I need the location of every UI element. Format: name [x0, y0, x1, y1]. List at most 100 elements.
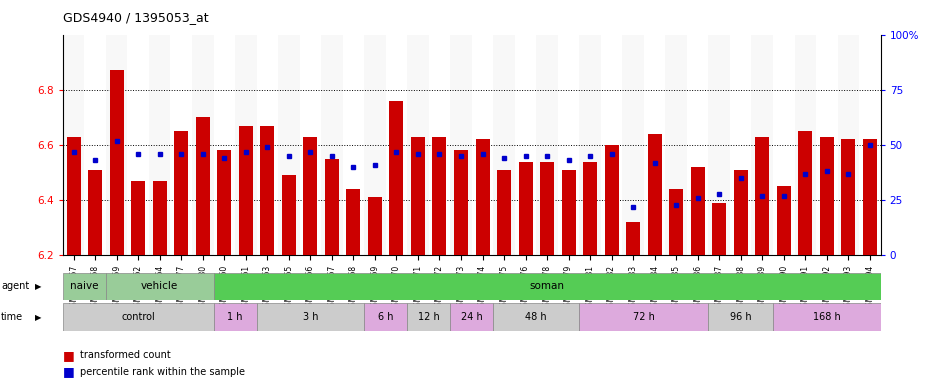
Text: ▶: ▶ [35, 282, 42, 291]
Text: 12 h: 12 h [418, 312, 439, 322]
Bar [196, 118, 210, 255]
Bar [623, 35, 644, 255]
Bar [709, 35, 730, 255]
Bar [428, 35, 450, 255]
Bar [282, 175, 296, 255]
Bar [493, 303, 579, 331]
Bar [235, 35, 256, 255]
Bar [88, 170, 102, 255]
Text: agent: agent [1, 281, 30, 291]
Bar [217, 151, 231, 255]
Bar [174, 131, 189, 255]
Bar [536, 35, 558, 255]
Bar [214, 303, 256, 331]
Text: naive: naive [70, 281, 99, 291]
Bar [63, 273, 106, 300]
Bar [816, 35, 837, 255]
Bar [605, 145, 619, 255]
Bar [837, 35, 859, 255]
Bar [342, 35, 364, 255]
Bar [106, 273, 214, 300]
Bar [648, 134, 661, 255]
Bar [153, 181, 166, 255]
Bar [300, 35, 321, 255]
Bar [730, 35, 751, 255]
Text: 24 h: 24 h [461, 312, 483, 322]
Bar [63, 303, 214, 331]
Bar [579, 35, 601, 255]
Text: ▶: ▶ [35, 313, 42, 322]
Bar [842, 139, 856, 255]
Text: ■: ■ [63, 365, 75, 378]
Bar [110, 70, 124, 255]
Bar [364, 303, 407, 331]
Text: transformed count: transformed count [80, 350, 170, 360]
Bar [519, 162, 533, 255]
Bar [325, 159, 339, 255]
Bar [106, 35, 128, 255]
Bar [131, 181, 145, 255]
Text: percentile rank within the sample: percentile rank within the sample [80, 367, 244, 377]
Text: GDS4940 / 1395053_at: GDS4940 / 1395053_at [63, 12, 208, 25]
Bar [256, 35, 278, 255]
Bar [386, 35, 407, 255]
Bar [407, 35, 428, 255]
Bar [454, 151, 468, 255]
Bar [497, 170, 511, 255]
Bar [755, 137, 770, 255]
Bar [450, 35, 472, 255]
Bar [170, 35, 192, 255]
Bar [260, 126, 275, 255]
Text: ■: ■ [63, 349, 75, 362]
Bar [493, 35, 515, 255]
Text: control: control [121, 312, 155, 322]
Bar [67, 137, 80, 255]
Bar [149, 35, 170, 255]
Text: 168 h: 168 h [813, 312, 841, 322]
Bar [389, 101, 403, 255]
Bar [798, 131, 812, 255]
Text: soman: soman [530, 281, 564, 291]
Text: 72 h: 72 h [633, 312, 655, 322]
Bar [644, 35, 665, 255]
Bar [561, 170, 575, 255]
Bar [863, 139, 877, 255]
Text: 48 h: 48 h [525, 312, 547, 322]
Bar [407, 303, 450, 331]
Bar [601, 35, 623, 255]
Bar [558, 35, 579, 255]
Bar [450, 303, 493, 331]
Bar [433, 137, 447, 255]
Bar [583, 162, 598, 255]
Text: 96 h: 96 h [730, 312, 751, 322]
Bar [278, 35, 300, 255]
Bar [795, 35, 816, 255]
Bar [346, 189, 361, 255]
Text: vehicle: vehicle [142, 281, 179, 291]
Bar [239, 126, 253, 255]
Bar [63, 35, 84, 255]
Text: 1 h: 1 h [228, 312, 242, 322]
Bar [84, 35, 106, 255]
Bar [691, 167, 705, 255]
Bar [515, 35, 536, 255]
Bar [368, 197, 382, 255]
Bar [364, 35, 386, 255]
Bar [128, 35, 149, 255]
Bar [540, 162, 554, 255]
Bar [734, 170, 747, 255]
Text: time: time [1, 312, 23, 322]
Bar [579, 303, 709, 331]
Bar [475, 139, 489, 255]
Text: 3 h: 3 h [302, 312, 318, 322]
Bar [820, 137, 833, 255]
Bar [777, 186, 791, 255]
Bar [214, 273, 881, 300]
Bar [411, 137, 425, 255]
Bar [321, 35, 342, 255]
Bar [773, 35, 795, 255]
Bar [712, 203, 726, 255]
Bar [669, 189, 684, 255]
Bar [859, 35, 881, 255]
Bar [303, 137, 317, 255]
